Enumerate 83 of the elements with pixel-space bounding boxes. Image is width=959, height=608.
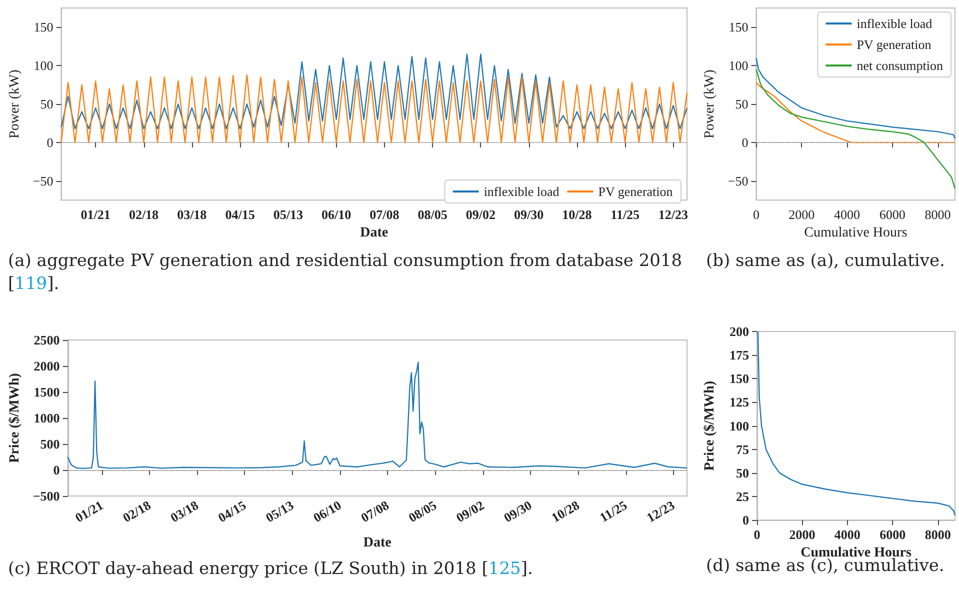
y-axis-title: Power (kW) xyxy=(702,69,718,138)
x-tick-label: 09/02 xyxy=(454,498,487,526)
line-series xyxy=(756,82,956,144)
x-tick-label: 06/10 xyxy=(310,498,344,526)
legend-label: PV generation xyxy=(856,37,932,52)
text: (c) ERCOT day-ahead energy price (LZ South) in 2018 [125]. xyxy=(8,558,534,581)
line-series xyxy=(67,362,688,470)
x-tick-label: 0 xyxy=(754,527,760,542)
x-tick-label: 05/13 xyxy=(262,497,297,526)
x-tick-label: 12/23 xyxy=(644,497,678,526)
x-tick-label: 4000 xyxy=(834,527,860,542)
x-tick-label: 03/18 xyxy=(168,497,202,526)
x-tick-label: 01/21 xyxy=(72,498,106,526)
y-tick-label: 50 xyxy=(736,465,749,480)
y-tick-label: 100 xyxy=(730,418,749,434)
x-tick-label: 02/18 xyxy=(120,497,154,526)
x-tick-label: 07/08 xyxy=(358,497,392,526)
x-tick-label: 8000 xyxy=(924,207,951,222)
y-tick-label: 25 xyxy=(736,489,750,504)
x-tick-label: 2000 xyxy=(788,207,815,222)
line-series xyxy=(60,54,688,130)
y-tick-label: 100 xyxy=(728,58,748,74)
x-tick-label: 11/25 xyxy=(610,207,640,222)
x-tick-label: 8000 xyxy=(924,527,951,542)
x-axis-title: Date xyxy=(360,226,388,240)
x-tick-label: 0 xyxy=(752,207,760,222)
x-axis-title: Cumulative Hours xyxy=(804,226,908,240)
x-tick-label: 03/18 xyxy=(177,207,208,222)
y-tick-label: 50 xyxy=(40,96,54,112)
y-tick-label: 200 xyxy=(730,324,749,339)
y-tick-label: 0 xyxy=(46,134,54,150)
y-tick-label: 150 xyxy=(730,371,749,386)
x-tick-label: 4000 xyxy=(834,207,860,222)
y-tick-label: 0 xyxy=(742,134,748,150)
x-tick-label: 02/18 xyxy=(128,207,160,222)
line-series xyxy=(757,330,956,516)
text: (b) same as (a), cumulative. xyxy=(706,250,946,273)
y-axis-title: Price ($/MWh) xyxy=(8,372,22,463)
legend-label: net consumption xyxy=(856,58,944,73)
x-tick-label: 04/15 xyxy=(215,497,249,526)
y-tick-label: −50 xyxy=(32,173,54,188)
x-tick-label: 06/10 xyxy=(321,207,352,222)
y-tick-label: 2000 xyxy=(34,358,60,374)
y-tick-label: 1000 xyxy=(34,410,60,426)
x-tick-label: 09/02 xyxy=(466,207,496,222)
x-tick-label: 08/05 xyxy=(406,497,440,526)
legend-label: PV generation xyxy=(598,184,674,199)
y-tick-label: −500 xyxy=(32,488,60,504)
y-tick-label: 0 xyxy=(53,462,60,478)
y-tick-label: −50 xyxy=(728,173,748,188)
y-tick-label: 150 xyxy=(728,20,748,35)
y-tick-label: 50 xyxy=(735,96,748,112)
x-tick-label: 09/30 xyxy=(501,498,534,526)
y-tick-label: 175 xyxy=(730,348,750,363)
y-tick-label: 2500 xyxy=(34,332,60,348)
x-tick-label: 12/23 xyxy=(658,207,689,222)
legend-label: inflexible load xyxy=(856,16,933,31)
line-series xyxy=(60,74,688,144)
y-axis-title: Power (kW) xyxy=(8,69,22,138)
y-tick-label: 75 xyxy=(736,442,750,457)
y-tick-label: 125 xyxy=(730,394,750,410)
x-tick-label: 2000 xyxy=(789,527,816,542)
x-tick-label: 07/08 xyxy=(370,207,400,222)
text: (a) aggregate PV generation and residential consumption from database 2018 [119]. xyxy=(8,250,684,296)
x-tick-label: 10/28 xyxy=(548,497,582,526)
y-tick-label: 1500 xyxy=(34,384,60,400)
y-axis-title: Price ($/MWh) xyxy=(702,380,718,471)
x-axis-title: Date xyxy=(363,536,392,550)
legend-label: inflexible load xyxy=(484,184,560,199)
text: (d) same as (c), cumulative. xyxy=(706,556,946,578)
y-tick-label: 500 xyxy=(40,436,60,452)
y-tick-label: 150 xyxy=(34,20,54,35)
x-tick-label: 01/21 xyxy=(80,207,110,222)
x-tick-label: 04/15 xyxy=(225,207,256,222)
x-tick-label: 6000 xyxy=(879,207,906,222)
y-tick-label: 100 xyxy=(34,58,54,74)
x-tick-label: 11/25 xyxy=(597,497,630,525)
x-tick-label: 09/30 xyxy=(514,207,544,222)
line-series xyxy=(756,57,956,140)
x-tick-label: 08/05 xyxy=(418,207,448,222)
x-tick-label: 05/13 xyxy=(273,207,304,222)
x-tick-label: 10/28 xyxy=(562,207,592,222)
x-tick-label: 6000 xyxy=(880,527,906,542)
